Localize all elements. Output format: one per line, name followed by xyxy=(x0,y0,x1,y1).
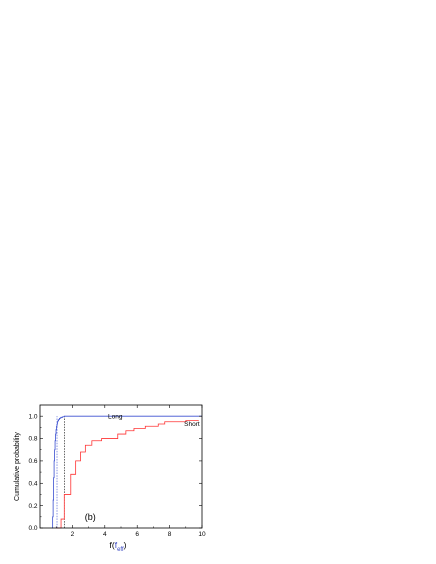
y-tick-label-1: 1.0 xyxy=(28,413,37,420)
ticks-layer: 2 4 6 8 10 0.0 0.2 0.4 0.6 0.8 1.0 Long Short xyxy=(28,405,206,538)
x-axis-label-prefix: f( xyxy=(110,540,115,550)
y-axis-label: Cumulative probability xyxy=(14,432,21,501)
plot-layer xyxy=(52,415,202,529)
series-line-short xyxy=(56,420,199,529)
y-tick-label-0.6: 0.6 xyxy=(28,458,37,465)
series-line-long xyxy=(52,415,202,529)
y-tick-label-0.2: 0.2 xyxy=(28,503,37,510)
x-axis-label-main: f xyxy=(115,540,118,550)
y-tick-label-0.4: 0.4 xyxy=(28,480,37,487)
x-axis-label-suffix: ) xyxy=(124,540,127,550)
panel-label: (b) xyxy=(85,512,96,522)
y-tick-label-0: 0.0 xyxy=(28,525,37,532)
x-tick-label-8: 8 xyxy=(168,531,172,538)
x-axis-label: f(feff) xyxy=(110,540,127,553)
x-axis-label-subscript: eff xyxy=(117,547,124,553)
x-tick-label-4: 4 xyxy=(103,531,107,538)
x-tick-label-6: 6 xyxy=(135,531,139,538)
x-tick-label-2: 2 xyxy=(71,531,75,538)
y-tick-label-0.8: 0.8 xyxy=(28,436,37,443)
annotation-long: Long xyxy=(108,413,123,420)
x-tick-label-10: 10 xyxy=(198,531,206,538)
annotation-short: Short xyxy=(184,421,200,428)
